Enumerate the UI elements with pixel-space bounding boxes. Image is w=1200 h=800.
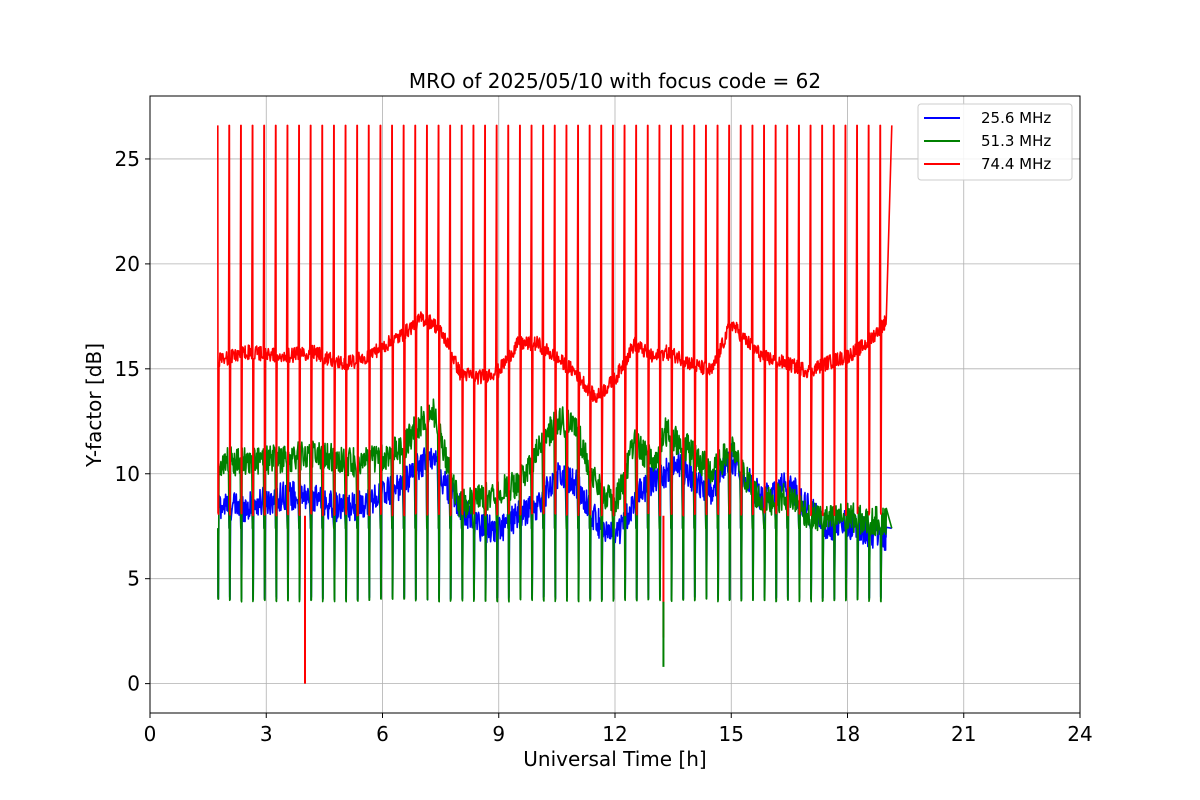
- y-tick-label: 10: [115, 462, 140, 486]
- legend-box: [917, 103, 1073, 181]
- x-tick-label: 18: [835, 722, 860, 746]
- legend-label: 25.6 MHz: [981, 109, 1051, 127]
- legend-label: 74.4 MHz: [981, 155, 1051, 173]
- x-tick-label: 21: [951, 722, 976, 746]
- x-tick-label: 15: [719, 722, 744, 746]
- x-tick-label: 0: [144, 722, 157, 746]
- y-tick-label: 25: [115, 147, 140, 171]
- x-axis-label: Universal Time [h]: [523, 747, 706, 771]
- x-tick-label: 24: [1067, 722, 1092, 746]
- x-tick-label: 6: [376, 722, 389, 746]
- x-tick-label: 12: [602, 722, 627, 746]
- legend-label: 51.3 MHz: [981, 132, 1051, 150]
- series-layer: [217, 124, 893, 684]
- legend: 25.6 MHz 51.3 MHz 74.4 MHz: [917, 103, 1073, 181]
- y-axis-label: Y-factor [dB]: [82, 343, 106, 468]
- grid: [149, 96, 1081, 713]
- x-tick-label: 9: [492, 722, 505, 746]
- x-tick-label: 3: [260, 722, 273, 746]
- y-tick-label: 5: [127, 567, 140, 591]
- series-line-74-4-mhz: [217, 124, 893, 517]
- chart-title: MRO of 2025/05/10 with focus code = 62: [409, 69, 821, 93]
- series-line-51-3-mhz: [217, 398, 893, 603]
- y-tick-label: 20: [115, 252, 140, 276]
- y-tick-label: 0: [127, 672, 140, 696]
- y-tick-label: 15: [115, 357, 140, 381]
- axis-ticks: 0 3 6 9 12 15 18 21 24 0 5 10 15 20 25: [115, 147, 1093, 746]
